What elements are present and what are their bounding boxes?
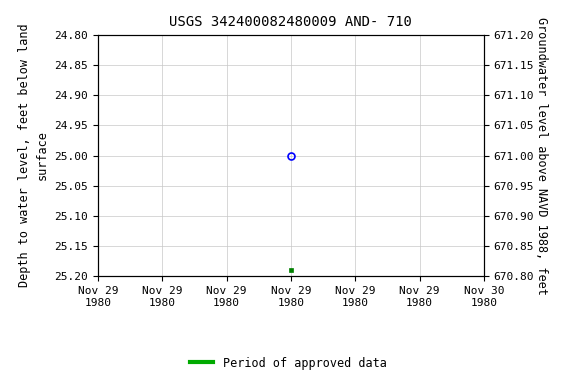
Y-axis label: Depth to water level, feet below land
surface: Depth to water level, feet below land su… bbox=[18, 24, 49, 287]
Title: USGS 342400082480009 AND- 710: USGS 342400082480009 AND- 710 bbox=[169, 15, 412, 29]
Legend: Period of approved data: Period of approved data bbox=[185, 352, 391, 374]
Y-axis label: Groundwater level above NAVD 1988, feet: Groundwater level above NAVD 1988, feet bbox=[535, 17, 548, 295]
